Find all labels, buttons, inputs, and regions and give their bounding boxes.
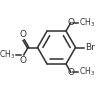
Text: CH$_3$: CH$_3$ xyxy=(79,66,95,78)
Text: O: O xyxy=(20,56,27,65)
Text: O: O xyxy=(67,18,74,27)
Text: CH$_3$: CH$_3$ xyxy=(0,49,15,61)
Text: CH$_3$: CH$_3$ xyxy=(79,17,95,29)
Text: Br: Br xyxy=(85,43,95,52)
Text: O: O xyxy=(20,30,27,39)
Text: O: O xyxy=(67,68,74,77)
